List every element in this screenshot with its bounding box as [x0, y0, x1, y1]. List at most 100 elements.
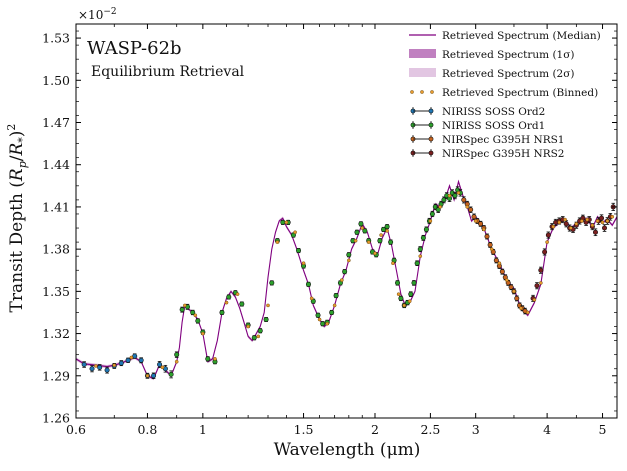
binned-point [112, 363, 117, 368]
binned-point [418, 254, 423, 258]
x-tick-label: 1 [199, 422, 207, 437]
legend-label: NIRISS SOSS Ord2 [442, 106, 545, 118]
data-point [388, 239, 394, 245]
data-point [545, 232, 551, 238]
data-point [290, 232, 296, 238]
binned-point [595, 219, 600, 223]
y-tick-label: 1.50 [42, 73, 70, 88]
data-point [269, 280, 275, 286]
x-tick-label: 4 [543, 422, 551, 437]
data-point [423, 226, 429, 232]
legend-item: NIRISS SOSS Ord1 [410, 120, 545, 132]
y-tick-label: 1.26 [42, 411, 70, 426]
data-point [257, 328, 263, 334]
binned-point [610, 214, 615, 219]
binned-point [482, 227, 486, 232]
data-point [195, 318, 201, 324]
data-point [499, 269, 505, 275]
binned-point [266, 303, 270, 308]
data-point [377, 238, 383, 244]
binned-point [353, 238, 358, 243]
data-point [408, 291, 414, 297]
data-point [417, 246, 423, 252]
legend-item: NIRSpec G395H NRS1 [410, 134, 564, 146]
binned-point [563, 217, 567, 222]
binned-point [551, 224, 556, 229]
binned-point [224, 300, 229, 305]
data-point [81, 362, 87, 368]
data-point [358, 221, 364, 227]
median-line [75, 179, 618, 380]
data-point [602, 225, 608, 231]
data-point [329, 309, 335, 315]
binned-point [246, 324, 250, 329]
x-tick-label: 0.8 [137, 422, 157, 437]
legend-swatch-dot [410, 90, 414, 94]
data-point [168, 371, 174, 377]
binned-point [309, 296, 314, 301]
data-point [280, 219, 286, 225]
y-tick-label: 1.44 [42, 157, 70, 172]
data-point [179, 307, 185, 313]
data-point [296, 248, 302, 254]
binned-point [160, 365, 165, 370]
binned-point [438, 205, 442, 209]
data-point [320, 321, 326, 327]
data-point [592, 229, 598, 235]
data-point [89, 366, 95, 372]
legend-label: Retrieved Spectrum (Median) [442, 30, 601, 42]
binned-point [193, 313, 198, 318]
data-point [435, 207, 441, 213]
data-point [125, 357, 131, 363]
series-1 [168, 186, 463, 379]
data-point [420, 235, 426, 241]
data-point [381, 226, 387, 232]
y-tick-label: 1.53 [42, 31, 70, 46]
binned-point [213, 357, 217, 361]
legend-label: Retrieved Spectrum (Binned) [442, 87, 598, 99]
binned-point [275, 240, 280, 244]
binned-point [385, 229, 389, 233]
binned-point [456, 191, 461, 195]
binned-point [574, 222, 579, 226]
y-tick-label: 1.47 [42, 115, 70, 130]
binned-point [407, 299, 412, 304]
binned-point [585, 217, 589, 222]
x-tick-label: 2 [371, 422, 379, 437]
band-1sigma [76, 180, 617, 380]
data-point [599, 215, 605, 221]
data-point [395, 280, 401, 286]
binned-point [301, 261, 306, 266]
data-point [508, 284, 514, 290]
legend-item: Retrieved Spectrum (Binned) [410, 87, 598, 99]
legend-swatch-point [428, 108, 434, 114]
binned-point [201, 331, 205, 336]
median-spectrum [75, 179, 618, 380]
binned-point [600, 220, 605, 225]
data-point [542, 249, 548, 255]
legend-swatch-point [428, 150, 434, 156]
chart-subtitle: Equilibrium Retrieval [91, 64, 245, 80]
x-axis-ticks: 0.6 0.8 1 1.5 2 2.5 3 4 5 [66, 24, 607, 437]
binned-point [317, 317, 322, 322]
binned-point [360, 226, 365, 230]
data-point [478, 221, 484, 227]
data-point [452, 193, 458, 199]
binned-point [347, 258, 351, 263]
data-point [97, 364, 103, 370]
y-tick-label: 1.41 [42, 199, 70, 214]
binned-point [525, 310, 530, 315]
legend: Retrieved Spectrum (Median) Retrieved Spe… [409, 30, 601, 160]
data-point [398, 295, 404, 301]
data-point [414, 260, 420, 266]
data-point [151, 373, 157, 379]
binned-point [465, 205, 470, 209]
data-point [362, 228, 368, 234]
observation-series [81, 186, 616, 380]
plot-frame [75, 23, 618, 419]
data-point [239, 301, 245, 307]
binned-point [332, 303, 337, 308]
y-tick-label: 1.29 [42, 368, 70, 383]
